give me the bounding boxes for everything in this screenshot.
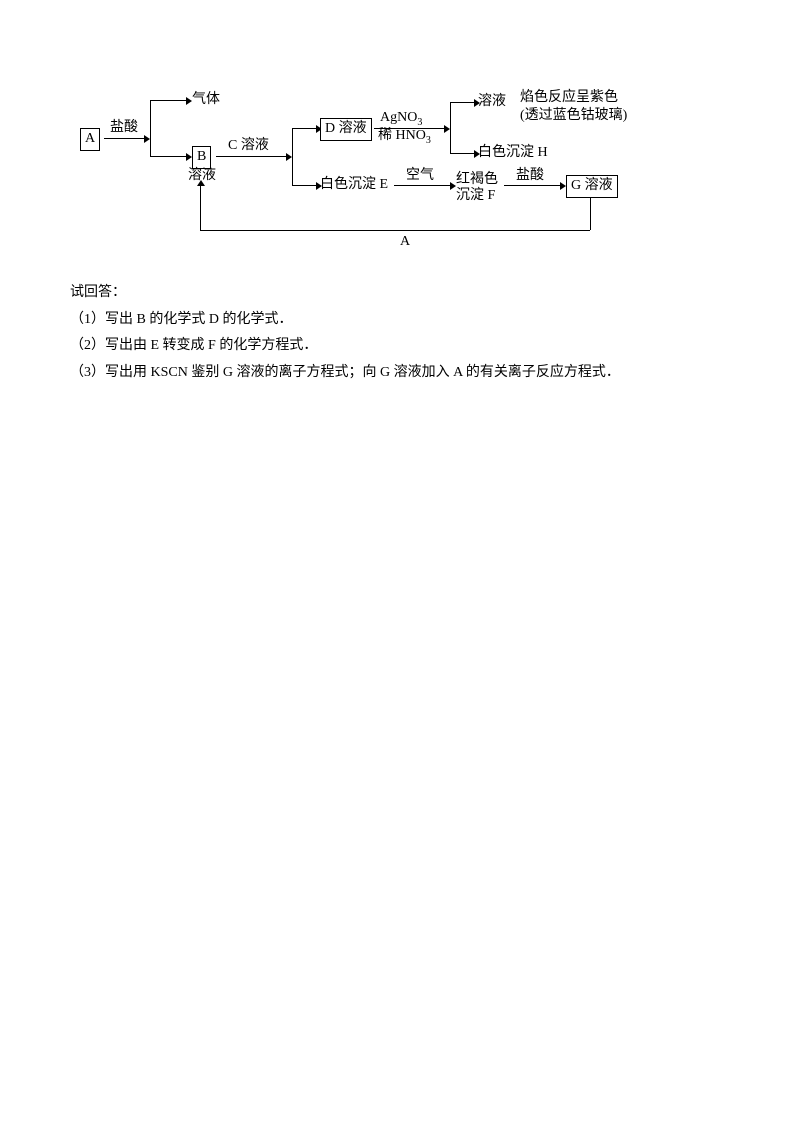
node-G: G 溶液 (566, 175, 618, 198)
label-H: 白色沉淀 H (478, 145, 548, 162)
label-hno3: 稀 HNO3 (378, 128, 431, 147)
c-split-v (292, 128, 293, 186)
arrow-E-F (394, 185, 450, 186)
label-F1: 红褐色 (456, 172, 498, 189)
node-A: A (80, 128, 100, 151)
label-purple2: (透过蓝色钴玻璃) (520, 108, 627, 125)
loop-left (200, 230, 590, 231)
q-intro: 试回答： (70, 280, 730, 307)
agno3-sub: 3 (417, 117, 422, 128)
agno3-text: AgNO (380, 110, 417, 125)
arrow-F-G (504, 185, 560, 186)
node-B: B (192, 146, 211, 169)
label-F2: 沉淀 F (456, 188, 495, 205)
loop-down (590, 197, 591, 230)
label-hcl2: 盐酸 (516, 168, 544, 185)
label-purple1: 焰色反应呈紫色 (520, 90, 618, 107)
arrow-C-D (292, 128, 316, 129)
node-D: D 溶液 (320, 118, 372, 141)
loop-up (200, 186, 201, 231)
label-sol: 溶液 (478, 94, 506, 111)
q2: （2）写出由 E 转变成 F 的化学方程式． (70, 333, 730, 360)
hno3-text: 稀 HNO (378, 128, 426, 143)
flow-diagram: A 盐酸 气体 B 溶液 C 溶液 D 溶液 AgNO3 稀 HNO3 溶液 焰… (80, 90, 720, 260)
label-air: 空气 (406, 168, 434, 185)
q3: （3）写出用 KSCN 鉴别 G 溶液的离子方程式；向 G 溶液加入 A 的有关… (70, 360, 730, 387)
label-E: 白色沉淀 E (320, 177, 388, 194)
label-gas: 气体 (192, 92, 220, 109)
arrow-to-sol (450, 102, 474, 103)
ag-split-v (450, 102, 451, 154)
arrow-C-E (292, 185, 316, 186)
arrow-A-right (104, 138, 144, 139)
arrow-B-C (216, 156, 286, 157)
arrow-to-B (150, 156, 186, 157)
questions-block: 试回答： （1）写出 B 的化学式 D 的化学式． （2）写出由 E 转变成 F… (70, 280, 730, 386)
hno3-sub: 3 (426, 135, 431, 146)
arrow-to-gas (150, 100, 186, 101)
q1: （1）写出 B 的化学式 D 的化学式． (70, 307, 730, 334)
label-A2: A (400, 234, 410, 251)
label-hcl: 盐酸 (110, 120, 138, 137)
label-C: C 溶液 (228, 138, 269, 155)
label-agno3: AgNO3 (380, 110, 422, 129)
split-v (150, 100, 151, 157)
arrow-to-H (450, 153, 474, 154)
